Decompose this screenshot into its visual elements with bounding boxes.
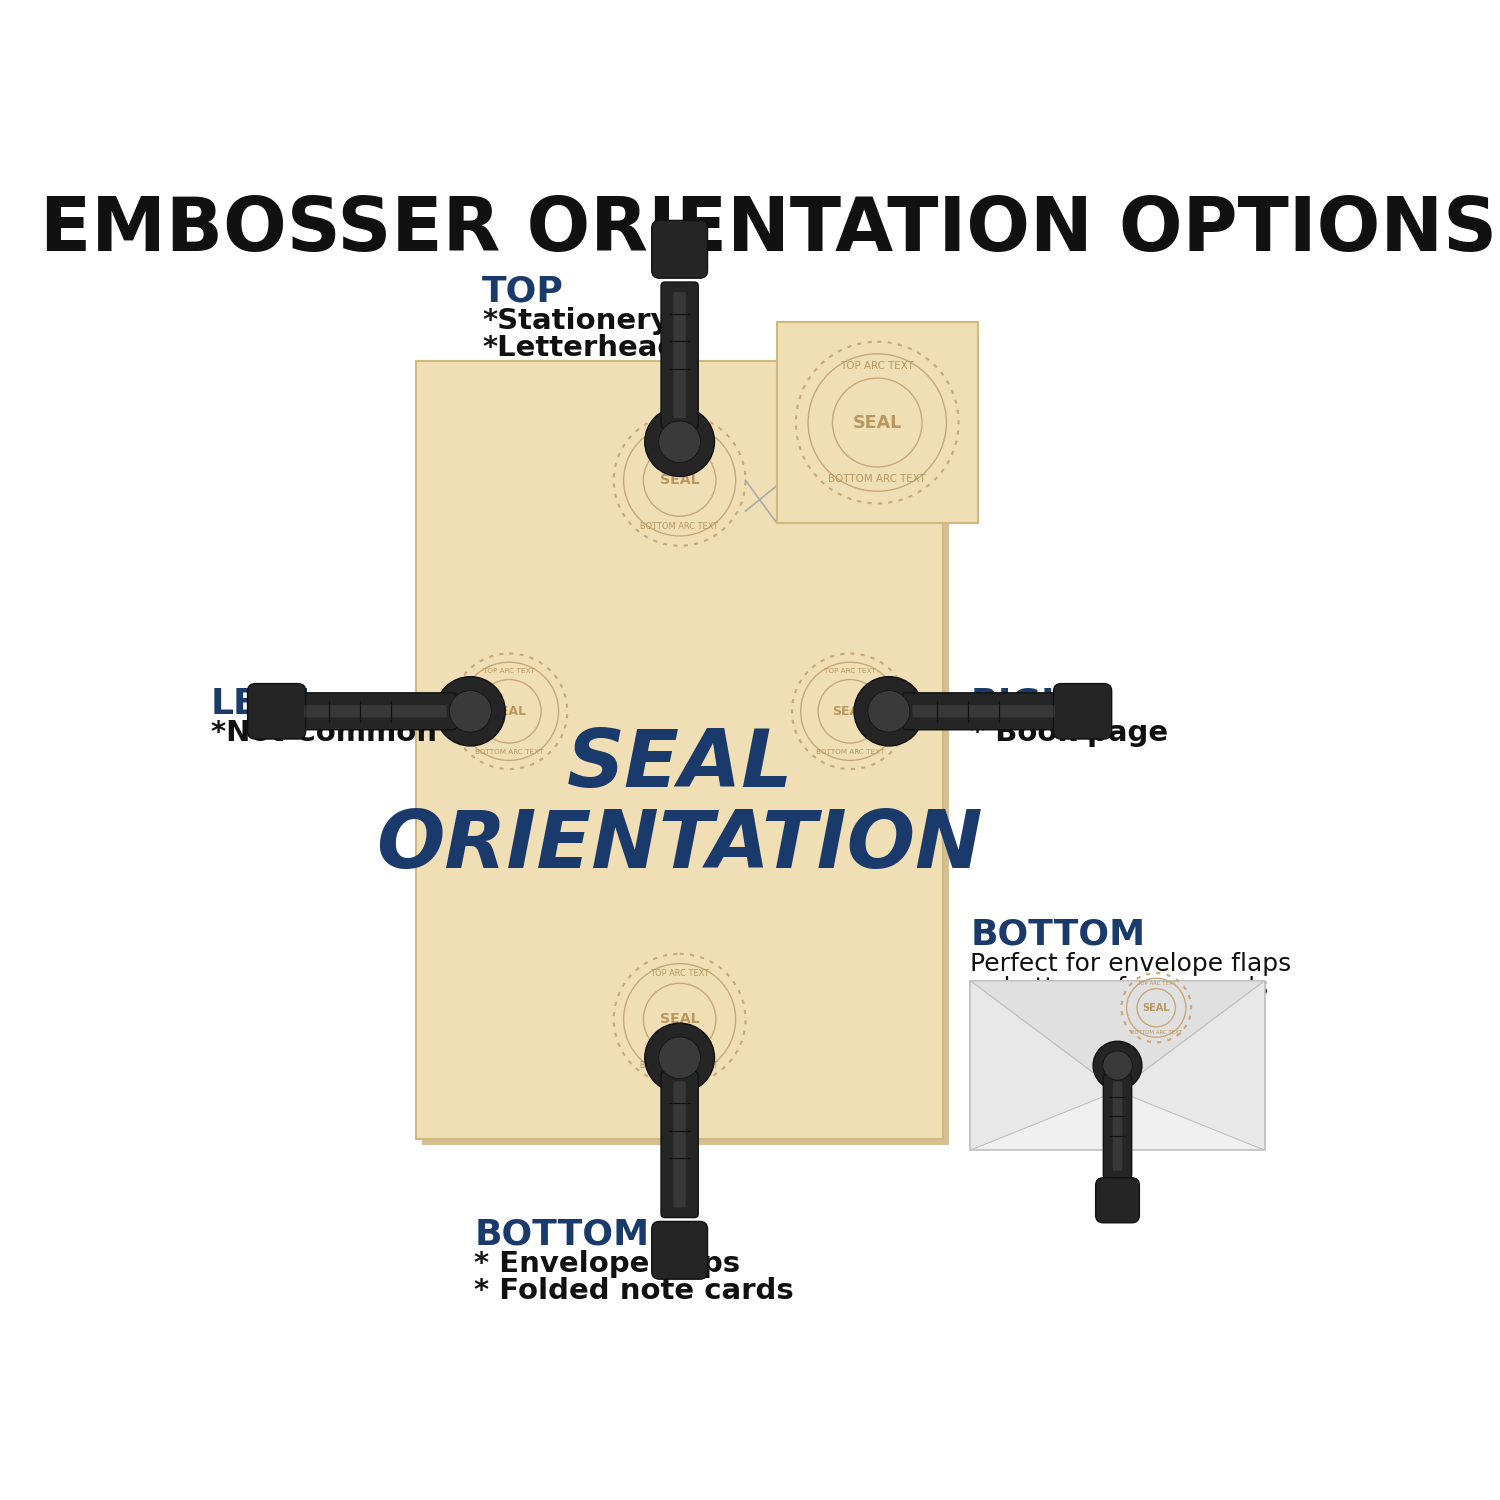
FancyBboxPatch shape — [674, 1082, 686, 1208]
FancyBboxPatch shape — [662, 1071, 698, 1218]
FancyBboxPatch shape — [1104, 1074, 1131, 1179]
Text: SEAL: SEAL — [660, 474, 699, 488]
Text: or bottom of page seals: or bottom of page seals — [970, 976, 1269, 1000]
FancyBboxPatch shape — [248, 684, 306, 740]
FancyBboxPatch shape — [651, 1221, 708, 1280]
Text: TOP ARC TEXT: TOP ARC TEXT — [825, 668, 876, 674]
Text: TOP ARC TEXT: TOP ARC TEXT — [650, 969, 710, 978]
Circle shape — [450, 690, 492, 732]
FancyBboxPatch shape — [304, 705, 447, 717]
Text: TOP: TOP — [482, 274, 564, 309]
Text: TOP ARC TEXT: TOP ARC TEXT — [840, 362, 914, 370]
Circle shape — [435, 676, 506, 746]
FancyBboxPatch shape — [903, 693, 1065, 730]
FancyBboxPatch shape — [416, 362, 944, 1138]
FancyBboxPatch shape — [674, 292, 686, 418]
Text: BOTTOM ARC TEXT: BOTTOM ARC TEXT — [816, 748, 885, 754]
Polygon shape — [970, 981, 1118, 1150]
Text: BOTTOM ARC TEXT: BOTTOM ARC TEXT — [1131, 1029, 1182, 1035]
Circle shape — [645, 406, 714, 477]
Text: TOP ARC TEXT: TOP ARC TEXT — [483, 668, 536, 674]
Text: RIGHT: RIGHT — [970, 687, 1096, 720]
Text: ORIENTATION: ORIENTATION — [376, 807, 982, 885]
FancyBboxPatch shape — [651, 220, 708, 278]
Circle shape — [853, 676, 924, 746]
Text: BOTTOM ARC TEXT: BOTTOM ARC TEXT — [476, 748, 543, 754]
FancyBboxPatch shape — [1095, 1178, 1140, 1222]
Text: * Folded note cards: * Folded note cards — [474, 1276, 794, 1305]
Circle shape — [645, 1023, 714, 1092]
Circle shape — [658, 1036, 700, 1078]
Text: SEAL: SEAL — [492, 705, 526, 718]
Text: TOP ARC TEXT: TOP ARC TEXT — [650, 430, 710, 439]
Text: *Letterhead: *Letterhead — [482, 334, 678, 362]
FancyBboxPatch shape — [294, 693, 458, 730]
Text: BOTTOM: BOTTOM — [474, 1218, 650, 1252]
Text: BOTTOM ARC TEXT: BOTTOM ARC TEXT — [640, 1060, 718, 1070]
Text: * Envelope flaps: * Envelope flaps — [474, 1250, 741, 1278]
Text: EMBOSSER ORIENTATION OPTIONS: EMBOSSER ORIENTATION OPTIONS — [40, 194, 1497, 267]
Text: LEFT: LEFT — [210, 687, 308, 720]
Polygon shape — [1118, 981, 1264, 1150]
FancyBboxPatch shape — [1053, 684, 1112, 740]
Text: SEAL: SEAL — [660, 1013, 699, 1026]
Circle shape — [868, 690, 910, 732]
FancyBboxPatch shape — [970, 981, 1264, 1150]
Text: TOP ARC TEXT: TOP ARC TEXT — [1137, 981, 1176, 986]
Text: SEAL: SEAL — [1143, 1004, 1170, 1013]
Text: Perfect for envelope flaps: Perfect for envelope flaps — [970, 952, 1292, 976]
Text: BOTTOM ARC TEXT: BOTTOM ARC TEXT — [828, 474, 926, 484]
Text: SEAL: SEAL — [833, 705, 867, 718]
Text: *Stationery: *Stationery — [482, 308, 669, 334]
Text: SEAL: SEAL — [567, 726, 794, 804]
Circle shape — [1102, 1052, 1132, 1080]
FancyBboxPatch shape — [662, 282, 698, 429]
Text: BOTTOM ARC TEXT: BOTTOM ARC TEXT — [640, 522, 718, 531]
Circle shape — [658, 422, 700, 462]
Text: * Book page: * Book page — [970, 718, 1168, 747]
FancyBboxPatch shape — [912, 705, 1054, 717]
FancyBboxPatch shape — [777, 322, 978, 522]
Polygon shape — [970, 981, 1264, 1090]
Text: *Not Common: *Not Common — [210, 718, 436, 747]
FancyBboxPatch shape — [1113, 1082, 1122, 1172]
Text: BOTTOM: BOTTOM — [970, 918, 1146, 951]
Circle shape — [1094, 1041, 1142, 1090]
Text: SEAL: SEAL — [852, 414, 901, 432]
FancyBboxPatch shape — [423, 368, 950, 1144]
